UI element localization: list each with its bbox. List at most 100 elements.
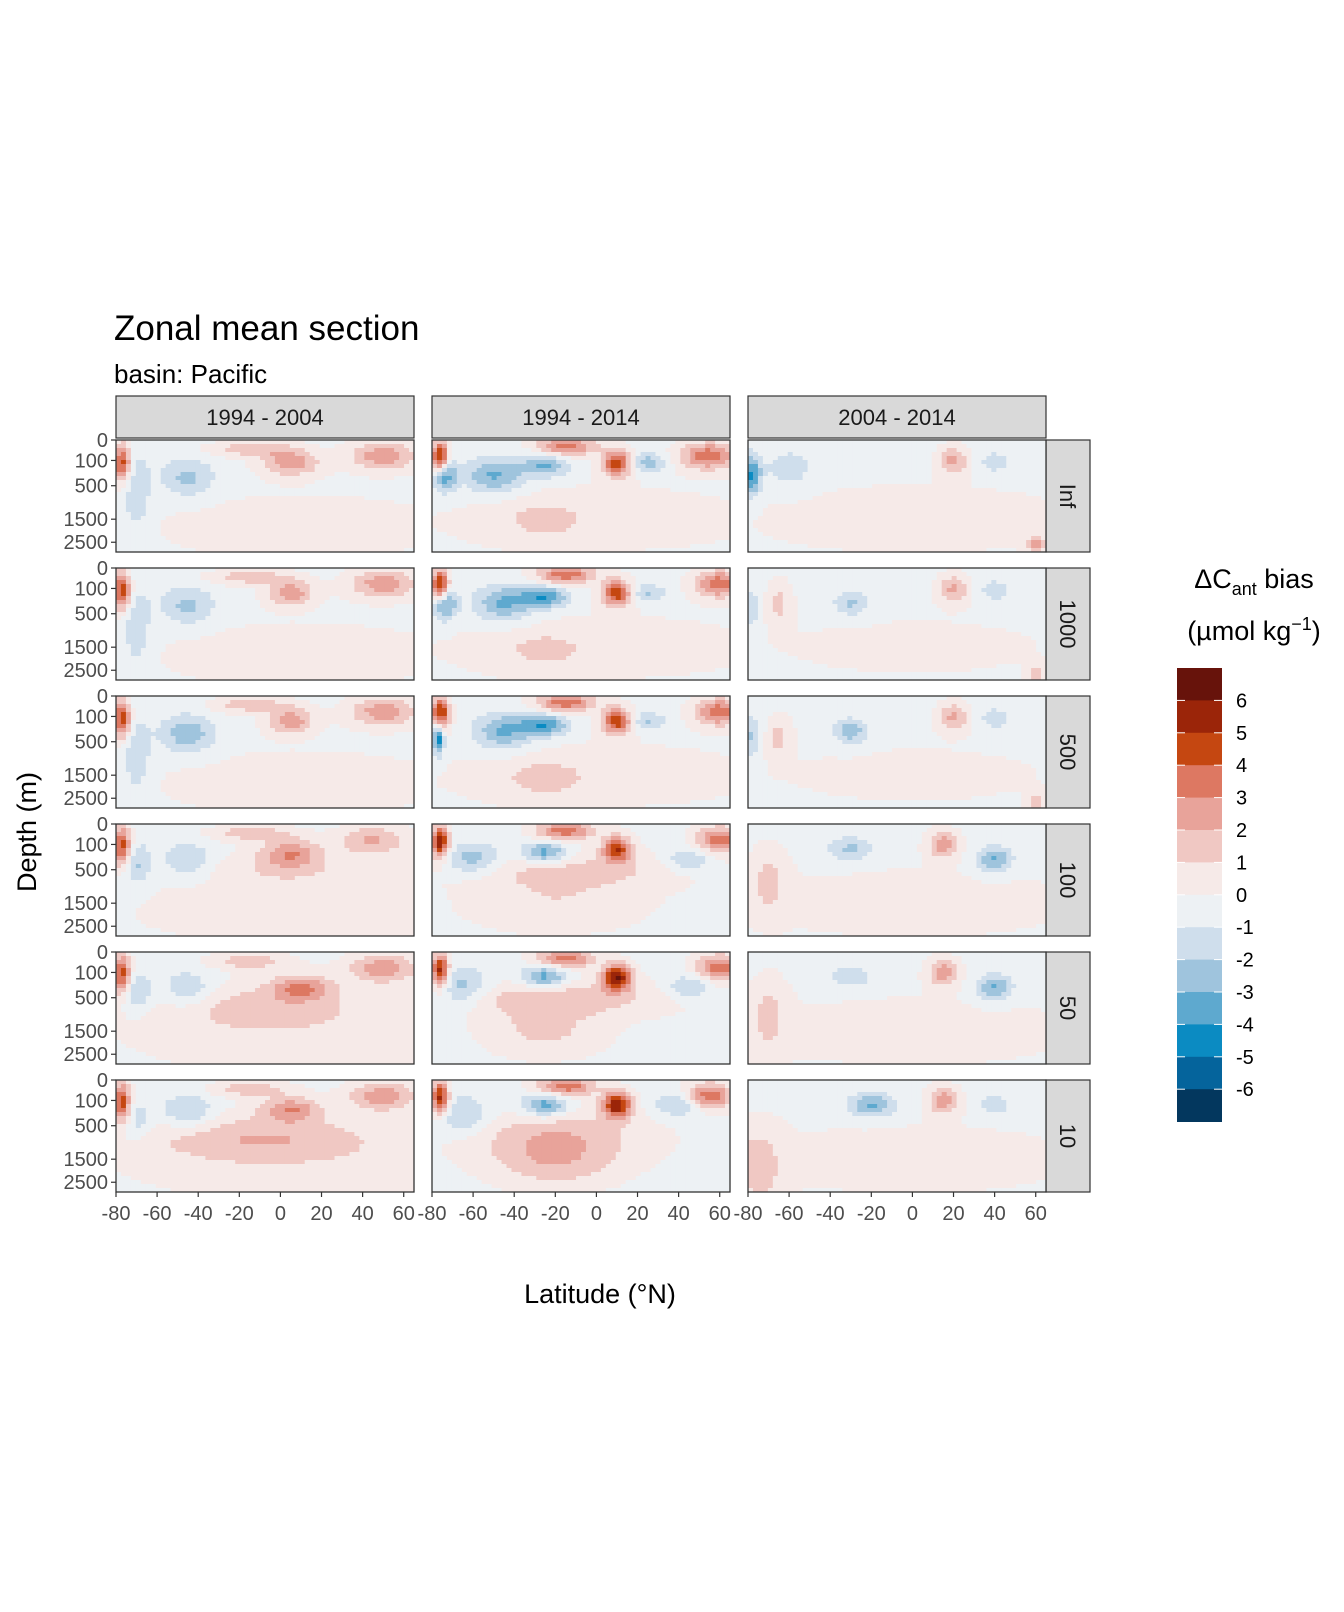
field-cell bbox=[1016, 480, 1022, 485]
field-cell bbox=[299, 464, 306, 469]
field-cell bbox=[294, 472, 301, 477]
field-cell bbox=[650, 540, 657, 545]
field-cell bbox=[887, 468, 893, 473]
field-cell bbox=[260, 456, 266, 461]
field-cell bbox=[941, 540, 948, 545]
field-cell bbox=[941, 440, 948, 445]
field-cell bbox=[185, 444, 192, 449]
field-cell bbox=[1016, 460, 1022, 465]
field-cell bbox=[650, 484, 657, 489]
field-cell bbox=[404, 452, 410, 457]
field-cell bbox=[852, 456, 858, 461]
field-cell bbox=[506, 512, 513, 517]
field-cell bbox=[150, 512, 157, 517]
field-cell bbox=[817, 504, 824, 509]
field-cell bbox=[872, 536, 878, 541]
field-cell bbox=[160, 544, 167, 549]
field-cell bbox=[897, 472, 903, 477]
field-cell bbox=[1006, 472, 1012, 477]
field-cell bbox=[961, 440, 968, 445]
field-cell bbox=[590, 476, 597, 481]
field-cell bbox=[344, 476, 351, 481]
field-cell bbox=[981, 440, 987, 445]
field-cell bbox=[675, 444, 681, 449]
field-cell bbox=[625, 544, 632, 549]
field-cell bbox=[877, 488, 883, 493]
field-cell bbox=[951, 532, 958, 537]
field-cell bbox=[180, 448, 187, 453]
field-cell bbox=[160, 548, 167, 552]
field-cell bbox=[630, 524, 637, 529]
field-cell bbox=[670, 548, 676, 552]
field-cell bbox=[476, 508, 483, 513]
field-cell bbox=[471, 480, 478, 485]
field-cell bbox=[190, 500, 197, 505]
field-cell bbox=[215, 472, 221, 477]
field-cell bbox=[576, 480, 582, 485]
field-cell bbox=[956, 492, 963, 497]
field-cell bbox=[116, 536, 122, 541]
field-cell bbox=[324, 532, 331, 537]
field-cell bbox=[906, 452, 913, 457]
field-cell bbox=[436, 504, 443, 509]
field-cell bbox=[931, 532, 938, 537]
field-cell bbox=[314, 508, 321, 513]
field-cell bbox=[897, 520, 903, 525]
field-cell bbox=[446, 536, 453, 541]
field-cell bbox=[852, 448, 858, 453]
field-cell bbox=[981, 468, 987, 473]
field-cell bbox=[339, 524, 346, 529]
field-cell bbox=[501, 452, 508, 457]
field-cell bbox=[867, 508, 873, 513]
field-cell bbox=[145, 536, 152, 541]
field-cell bbox=[807, 516, 814, 521]
field-cell bbox=[872, 512, 878, 517]
field-cell bbox=[155, 496, 162, 501]
field-cell bbox=[384, 460, 390, 465]
field-cell bbox=[359, 536, 365, 541]
field-cell bbox=[349, 444, 355, 449]
field-cell bbox=[471, 536, 478, 541]
field-cell bbox=[506, 472, 513, 477]
field-cell bbox=[680, 512, 686, 517]
field-cell bbox=[872, 504, 878, 509]
field-cell bbox=[956, 488, 963, 493]
field-cell bbox=[807, 480, 814, 485]
field-cell bbox=[324, 448, 331, 453]
field-cell bbox=[476, 484, 483, 489]
field-cell bbox=[705, 460, 711, 465]
field-cell bbox=[655, 472, 662, 477]
field-cell bbox=[165, 484, 172, 489]
field-cell bbox=[506, 524, 513, 529]
field-cell bbox=[516, 488, 522, 493]
field-cell bbox=[665, 452, 671, 457]
field-cell bbox=[205, 512, 211, 517]
field-cell bbox=[155, 532, 162, 537]
field-cell bbox=[566, 480, 572, 485]
field-cell bbox=[715, 500, 721, 505]
field-cell bbox=[526, 460, 532, 465]
field-cell bbox=[600, 488, 607, 493]
field-cell bbox=[767, 504, 774, 509]
field-cell bbox=[971, 512, 978, 517]
field-cell bbox=[946, 532, 953, 537]
field-cell bbox=[240, 440, 246, 445]
field-cell bbox=[1011, 540, 1017, 545]
field-cell bbox=[260, 544, 266, 549]
field-cell bbox=[451, 500, 458, 505]
field-cell bbox=[901, 484, 908, 489]
field-cell bbox=[334, 504, 341, 509]
field-cell bbox=[817, 508, 824, 513]
field-cell bbox=[399, 512, 405, 517]
field-cell bbox=[576, 524, 582, 529]
field-cell bbox=[215, 536, 221, 541]
field-cell bbox=[842, 536, 848, 541]
field-cell bbox=[556, 508, 562, 513]
field-cell bbox=[777, 484, 784, 489]
field-cell bbox=[615, 516, 622, 521]
field-cell bbox=[680, 480, 686, 485]
field-cell bbox=[782, 456, 789, 461]
field-cell bbox=[409, 528, 414, 533]
field-cell bbox=[827, 456, 834, 461]
field-cell bbox=[705, 464, 711, 469]
